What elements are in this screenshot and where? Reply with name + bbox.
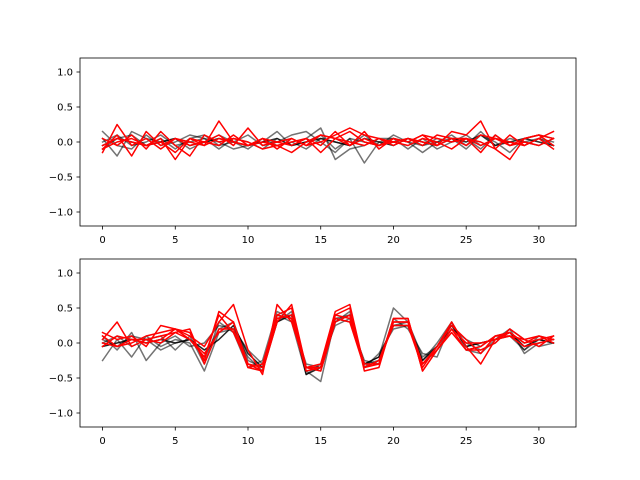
x-tick-label: 5 [172,235,178,246]
y-tick-label: 1.0 [57,269,73,280]
subplot-bottom: 0 5 10 15 20 25 30 −1.0 −0.5 0.0 0.5 1.0 [49,258,577,447]
series-line-9 [101,130,555,154]
series-line-7 [101,303,555,372]
subplot-top: 0 5 10 15 20 25 30 −1.0 −0.5 0.0 0.5 1.0 [49,57,577,246]
x-tick-label: 0 [99,235,105,246]
y-tick-label: 0.0 [57,339,73,350]
series-line-10 [101,130,555,161]
x-tick-label: 30 [533,436,546,447]
y-tick-label: −0.5 [49,374,73,385]
y-tick-label: 0.5 [57,304,73,315]
x-tick-label: 20 [387,235,400,246]
series-line-10 [101,307,555,372]
x-tick-label: 25 [460,235,473,246]
series-group [101,303,555,383]
x-tick-label: 0 [99,436,105,447]
series-line-9 [101,314,555,372]
x-tick-label: 15 [314,436,327,447]
series-group [101,120,555,164]
x-tick-label: 15 [314,235,327,246]
x-tick-label: 5 [172,436,178,447]
x-tick-label: 10 [242,436,255,447]
y-tick-label: −1.0 [49,208,73,219]
y-tick-label: 1.0 [57,68,73,79]
y-tick-label: 0.0 [57,138,73,149]
x-tick-label: 10 [242,235,255,246]
x-tick-label: 30 [533,235,546,246]
x-tick-label: 25 [460,436,473,447]
series-line-1 [101,307,555,383]
y-tick-label: 0.5 [57,103,73,114]
series-line-4 [101,134,555,150]
x-tick-label: 20 [387,436,400,447]
y-tick-label: −1.0 [49,409,73,420]
y-tick-label: −0.5 [49,173,73,184]
